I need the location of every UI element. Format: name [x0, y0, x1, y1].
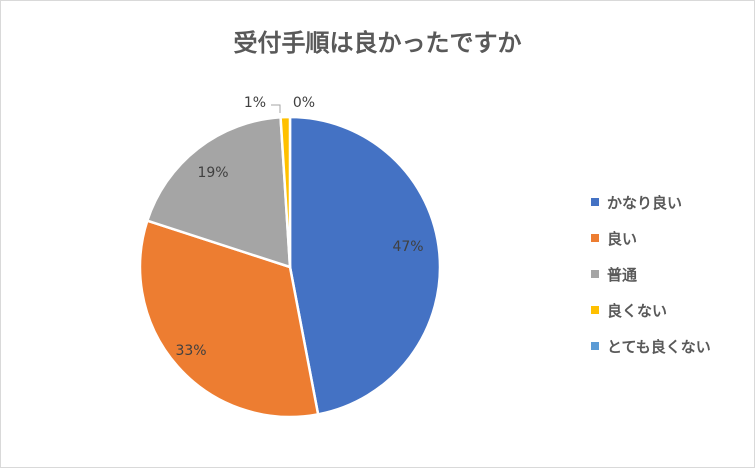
legend-swatch: [591, 306, 599, 314]
legend-swatch: [591, 198, 599, 206]
data-label-3: 1%: [244, 95, 266, 111]
legend-swatch: [591, 342, 599, 350]
legend-swatch: [591, 234, 599, 242]
leader-line: [271, 104, 281, 113]
chart-title: 受付手順は良かったですか: [233, 29, 522, 57]
legend-label: 普通: [607, 265, 638, 284]
pie-slice-3: [279, 115, 292, 268]
pie-slice-0: [288, 115, 442, 416]
pie-slice-2: [145, 115, 292, 269]
legend-label: 良い: [607, 229, 638, 248]
legend-item: とても良くない: [591, 328, 711, 364]
legend-item: かなり良い: [591, 184, 711, 220]
data-label-2: 19%: [197, 165, 228, 181]
data-label-4: 0%: [293, 95, 315, 111]
legend-label: とても良くない: [607, 337, 711, 356]
legend-item: 普通: [591, 256, 711, 292]
data-label-1: 33%: [175, 343, 206, 359]
legend-label: 良くない: [607, 301, 668, 320]
legend-label: かなり良い: [607, 193, 683, 212]
data-label-0: 47%: [392, 239, 423, 255]
legend: かなり良い良い普通良くないとても良くない: [591, 184, 711, 364]
legend-item: 良い: [591, 220, 711, 256]
legend-swatch: [591, 270, 599, 278]
legend-item: 良くない: [591, 292, 711, 328]
pie-slice-1: [138, 219, 320, 419]
